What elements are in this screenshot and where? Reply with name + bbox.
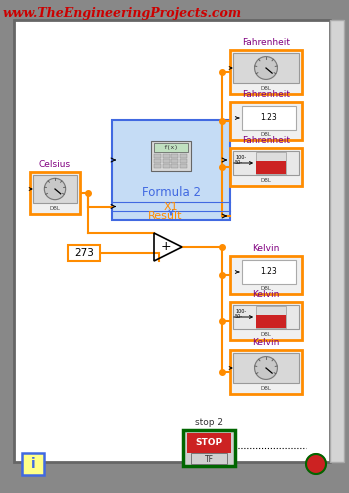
Text: DBL: DBL bbox=[261, 178, 272, 183]
Text: Fahrenheit: Fahrenheit bbox=[242, 38, 290, 47]
Bar bbox=[256, 306, 286, 328]
Bar bbox=[14, 20, 330, 462]
Circle shape bbox=[44, 178, 66, 200]
Text: f(x): f(x) bbox=[163, 145, 178, 150]
Bar bbox=[154, 164, 161, 168]
Bar bbox=[163, 154, 170, 158]
Bar bbox=[256, 161, 286, 174]
Bar bbox=[163, 164, 170, 168]
Bar bbox=[330, 20, 344, 462]
Text: STOP: STOP bbox=[195, 438, 223, 447]
Bar bbox=[171, 159, 178, 163]
Bar bbox=[242, 260, 296, 284]
Bar bbox=[187, 433, 231, 453]
Text: X1: X1 bbox=[164, 202, 178, 211]
Text: www.TheEngineeringProjects.com: www.TheEngineeringProjects.com bbox=[3, 6, 242, 20]
Bar bbox=[154, 143, 188, 152]
Bar bbox=[33, 175, 77, 203]
Bar bbox=[230, 302, 302, 340]
Text: DBL: DBL bbox=[261, 285, 272, 290]
Bar bbox=[230, 256, 302, 294]
Bar bbox=[183, 430, 235, 466]
Text: TF: TF bbox=[205, 455, 214, 463]
Bar bbox=[163, 159, 170, 163]
Bar bbox=[171, 154, 178, 158]
Text: 100-: 100- bbox=[235, 155, 246, 160]
Text: Kelvin: Kelvin bbox=[252, 338, 280, 347]
Text: 50-: 50- bbox=[235, 161, 243, 166]
Bar bbox=[233, 53, 299, 83]
Bar bbox=[230, 148, 302, 186]
Text: Celsius: Celsius bbox=[39, 160, 71, 169]
Bar bbox=[179, 164, 186, 168]
Bar bbox=[256, 315, 286, 328]
Text: DBL: DBL bbox=[261, 86, 272, 92]
Circle shape bbox=[255, 57, 277, 79]
Bar bbox=[171, 164, 178, 168]
Text: DBL: DBL bbox=[261, 132, 272, 137]
Text: 1.23: 1.23 bbox=[261, 268, 277, 277]
Text: Result: Result bbox=[148, 211, 182, 221]
Bar bbox=[112, 120, 230, 220]
Bar bbox=[230, 102, 302, 140]
Bar bbox=[230, 350, 302, 394]
Bar bbox=[154, 154, 161, 158]
Text: DBL: DBL bbox=[50, 207, 60, 211]
Bar bbox=[179, 159, 186, 163]
Bar bbox=[256, 152, 286, 174]
Text: 100-: 100- bbox=[235, 309, 246, 314]
Text: stop 2: stop 2 bbox=[195, 418, 223, 427]
Bar bbox=[179, 154, 186, 158]
Text: Formula 2: Formula 2 bbox=[141, 186, 200, 200]
Text: Kelvin: Kelvin bbox=[252, 244, 280, 253]
Bar bbox=[191, 453, 227, 464]
Text: Fahrenheit: Fahrenheit bbox=[242, 90, 290, 99]
Bar bbox=[233, 305, 299, 329]
Text: 1.23: 1.23 bbox=[261, 113, 277, 122]
Bar bbox=[233, 151, 299, 175]
Bar bbox=[233, 353, 299, 383]
Bar bbox=[30, 172, 80, 214]
Bar bbox=[242, 106, 296, 130]
Text: Fahrenheit: Fahrenheit bbox=[242, 136, 290, 145]
Circle shape bbox=[306, 454, 326, 474]
Text: Kelvin: Kelvin bbox=[252, 290, 280, 299]
Bar bbox=[68, 245, 100, 261]
Text: 273: 273 bbox=[74, 248, 94, 258]
Text: DBL: DBL bbox=[261, 387, 272, 391]
Bar bbox=[230, 50, 302, 94]
Circle shape bbox=[255, 356, 277, 380]
Text: +: + bbox=[161, 241, 171, 253]
Bar bbox=[22, 453, 44, 475]
Bar bbox=[151, 141, 191, 171]
Text: 50-: 50- bbox=[235, 315, 243, 319]
Bar bbox=[154, 159, 161, 163]
Text: DBL: DBL bbox=[261, 332, 272, 338]
Text: i: i bbox=[31, 457, 35, 471]
